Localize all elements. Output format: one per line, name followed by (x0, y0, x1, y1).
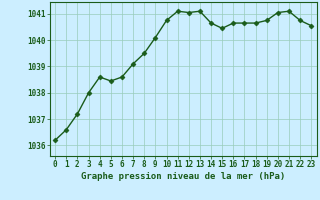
X-axis label: Graphe pression niveau de la mer (hPa): Graphe pression niveau de la mer (hPa) (81, 172, 285, 181)
